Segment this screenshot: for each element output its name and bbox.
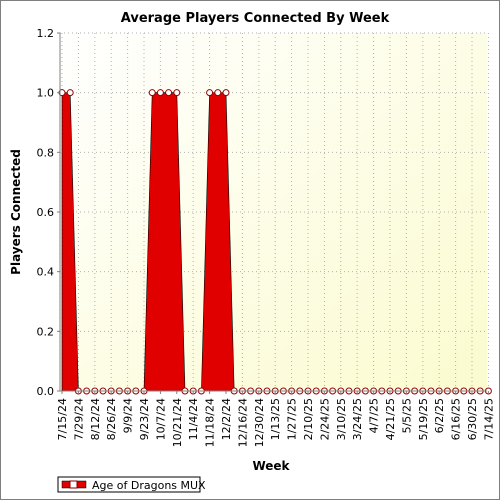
y-tick-label: 0.2 <box>37 325 55 338</box>
data-point <box>66 89 74 97</box>
x-tick-label: 11/4/24 <box>187 398 200 440</box>
x-tick-label: 10/21/24 <box>171 398 184 447</box>
x-tick-label: 10/7/24 <box>154 398 167 440</box>
x-tick-label: 3/10/25 <box>335 398 348 440</box>
data-point <box>165 89 173 97</box>
legend: Age of Dragons MUX <box>57 476 206 493</box>
x-tick-label: 12/30/24 <box>253 398 266 447</box>
data-point <box>156 89 164 97</box>
x-axis-title: Week <box>252 459 290 473</box>
legend-label: Age of Dragons MUX <box>92 479 206 492</box>
x-tick-label: 6/16/25 <box>450 398 463 440</box>
chart-title: Average Players Connected By Week <box>121 11 390 26</box>
plot-background <box>60 33 487 391</box>
y-tick-label: 0.0 <box>37 385 55 398</box>
data-point <box>206 89 214 97</box>
data-point <box>148 89 156 97</box>
x-tick-label: 4/21/25 <box>384 398 397 440</box>
y-tick-label: 1.0 <box>37 87 55 100</box>
x-tick-label: 7/29/24 <box>72 398 85 440</box>
x-tick-label: 5/5/25 <box>400 398 413 433</box>
x-axis-ticks: 7/15/24 7/29/24 8/12/24 8/26/24 9/9/24 9/23/2… <box>56 391 495 447</box>
legend-box <box>57 476 201 493</box>
x-tick-label: 3/24/25 <box>351 398 364 440</box>
x-tick-label: 12/16/24 <box>236 398 249 447</box>
data-point <box>222 89 230 97</box>
x-tick-label: 5/19/25 <box>417 398 430 440</box>
x-tick-label: 1/13/25 <box>269 398 282 440</box>
y-tick-label: 0.6 <box>37 206 55 219</box>
x-tick-label: 7/15/24 <box>56 398 69 440</box>
y-tick-label: 0.4 <box>37 266 55 279</box>
y-axis-ticks: 0.0 0.2 0.4 0.6 0.8 1.0 1.2 <box>37 27 60 398</box>
legend-marker <box>69 480 78 489</box>
y-tick-label: 1.2 <box>37 27 55 40</box>
x-tick-label: 4/7/25 <box>368 398 381 433</box>
x-tick-label: 8/12/24 <box>89 398 102 440</box>
x-tick-label: 2/24/25 <box>318 398 331 440</box>
x-tick-label: 2/10/25 <box>302 398 315 440</box>
x-tick-label: 1/27/25 <box>286 398 299 440</box>
y-tick-label: 0.8 <box>37 146 55 159</box>
x-tick-label: 12/2/24 <box>220 398 233 440</box>
x-tick-label: 6/2/25 <box>433 398 446 433</box>
data-point <box>173 89 181 97</box>
x-tick-label: 8/26/24 <box>105 398 118 440</box>
x-tick-label: 9/23/24 <box>138 398 151 440</box>
y-axis-title: Players Connected <box>9 149 23 275</box>
x-tick-label: 6/30/25 <box>466 398 479 440</box>
x-tick-label: 7/14/25 <box>482 398 495 440</box>
x-tick-label: 11/18/24 <box>204 398 217 447</box>
data-point <box>214 89 222 97</box>
x-tick-label: 9/9/24 <box>122 398 135 433</box>
